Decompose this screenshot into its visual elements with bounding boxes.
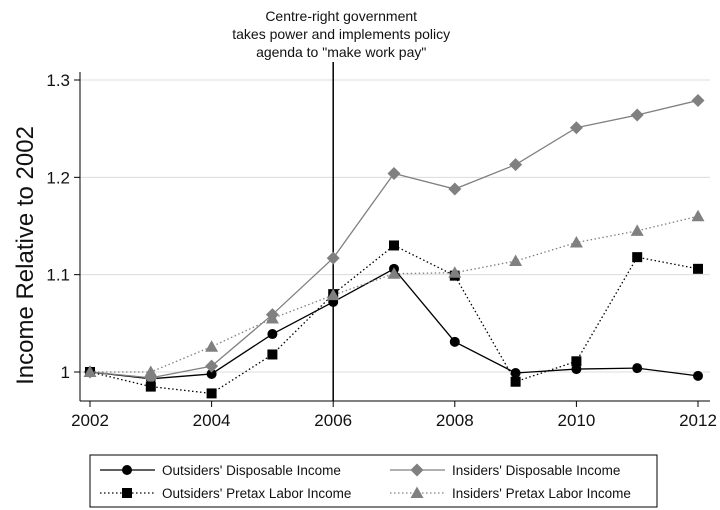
data-point-diamond [205, 359, 219, 373]
data-point-square [389, 240, 399, 251]
data-point-diamond [630, 108, 644, 122]
y-tick-label: 1 [61, 363, 70, 382]
data-point-triangle [387, 267, 401, 279]
data-point-circle [449, 336, 460, 347]
data-point-diamond [569, 121, 583, 135]
y-tick-label: 1.1 [46, 266, 70, 285]
data-point-triangle [144, 365, 158, 377]
data-point-square [122, 488, 132, 498]
legend-entry: Outsiders' Pretax Labor Income [100, 486, 351, 501]
data-point-circle [693, 370, 703, 381]
data-point-circle [571, 364, 582, 375]
data-point-triangle [630, 224, 644, 236]
legend-label: Insiders' Disposable Income [452, 463, 620, 478]
data-point-diamond [410, 463, 424, 477]
data-point-circle [122, 465, 132, 475]
x-tick-label: 2006 [314, 411, 352, 430]
data-point-square [206, 388, 217, 399]
series [83, 93, 705, 385]
data-point-diamond [448, 182, 462, 196]
data-point-triangle [410, 486, 424, 498]
data-point-triangle [691, 209, 705, 222]
x-tick-label: 2008 [436, 411, 474, 430]
data-point-triangle [326, 288, 340, 301]
legend-label: Outsiders' Pretax Labor Income [162, 486, 351, 501]
data-point-triangle [509, 254, 523, 267]
annotation-text-line: agenda to "make work pay" [256, 44, 426, 60]
series-line [89, 268, 699, 380]
y-axis-title: Income Relative to 2002 [12, 126, 39, 385]
gridlines [80, 79, 710, 373]
series [83, 209, 705, 377]
data-point-triangle [205, 340, 219, 352]
annotation-text-line: takes power and implements policy [232, 26, 450, 42]
data-point-square [571, 356, 582, 367]
data-point-circle [510, 367, 521, 378]
legend-label: Outsiders' Disposable Income [162, 463, 341, 478]
series-layer [83, 93, 705, 399]
series [85, 263, 703, 384]
x-tick-label: 2010 [557, 411, 595, 430]
x-tick-label: 2012 [679, 411, 717, 430]
data-point-circle [632, 363, 643, 374]
data-point-diamond [387, 166, 401, 180]
x-tick-label: 2004 [193, 411, 231, 430]
data-point-square [693, 263, 703, 274]
data-point-diamond [691, 93, 705, 107]
series-line [90, 215, 699, 373]
data-point-circle [206, 368, 217, 379]
legend-entry: Outsiders' Disposable Income [100, 463, 341, 478]
data-point-square [267, 349, 278, 360]
x-tick-label: 2002 [71, 411, 109, 430]
legend-entry: Insiders' Disposable Income [390, 463, 620, 478]
legend-box [89, 454, 658, 508]
data-point-circle [267, 329, 278, 340]
y-tick-label: 1.3 [46, 71, 70, 90]
data-point-diamond [509, 158, 523, 172]
legend-entry: Insiders' Pretax Labor Income [390, 486, 631, 501]
legend: Outsiders' Disposable Income Insiders' Di… [89, 454, 658, 508]
axes: 1 1.1 1.2 1.3 2002 2004 2006 2008 2010 2012 Income… [12, 71, 717, 430]
y-tick-label: 1.2 [46, 168, 70, 187]
data-point-triangle [448, 266, 462, 278]
annotation: Centre-right government takes power and i… [232, 8, 450, 401]
series-line [89, 99, 699, 379]
data-point-triangle [83, 365, 97, 377]
data-point-triangle [265, 311, 279, 324]
legend-label: Insiders' Pretax Labor Income [452, 486, 631, 501]
data-point-square [632, 252, 643, 263]
data-point-triangle [569, 236, 583, 248]
data-point-square [145, 381, 156, 392]
data-point-diamond [326, 251, 340, 265]
data-point-square [510, 376, 521, 387]
annotation-text-line: Centre-right government [265, 8, 417, 24]
